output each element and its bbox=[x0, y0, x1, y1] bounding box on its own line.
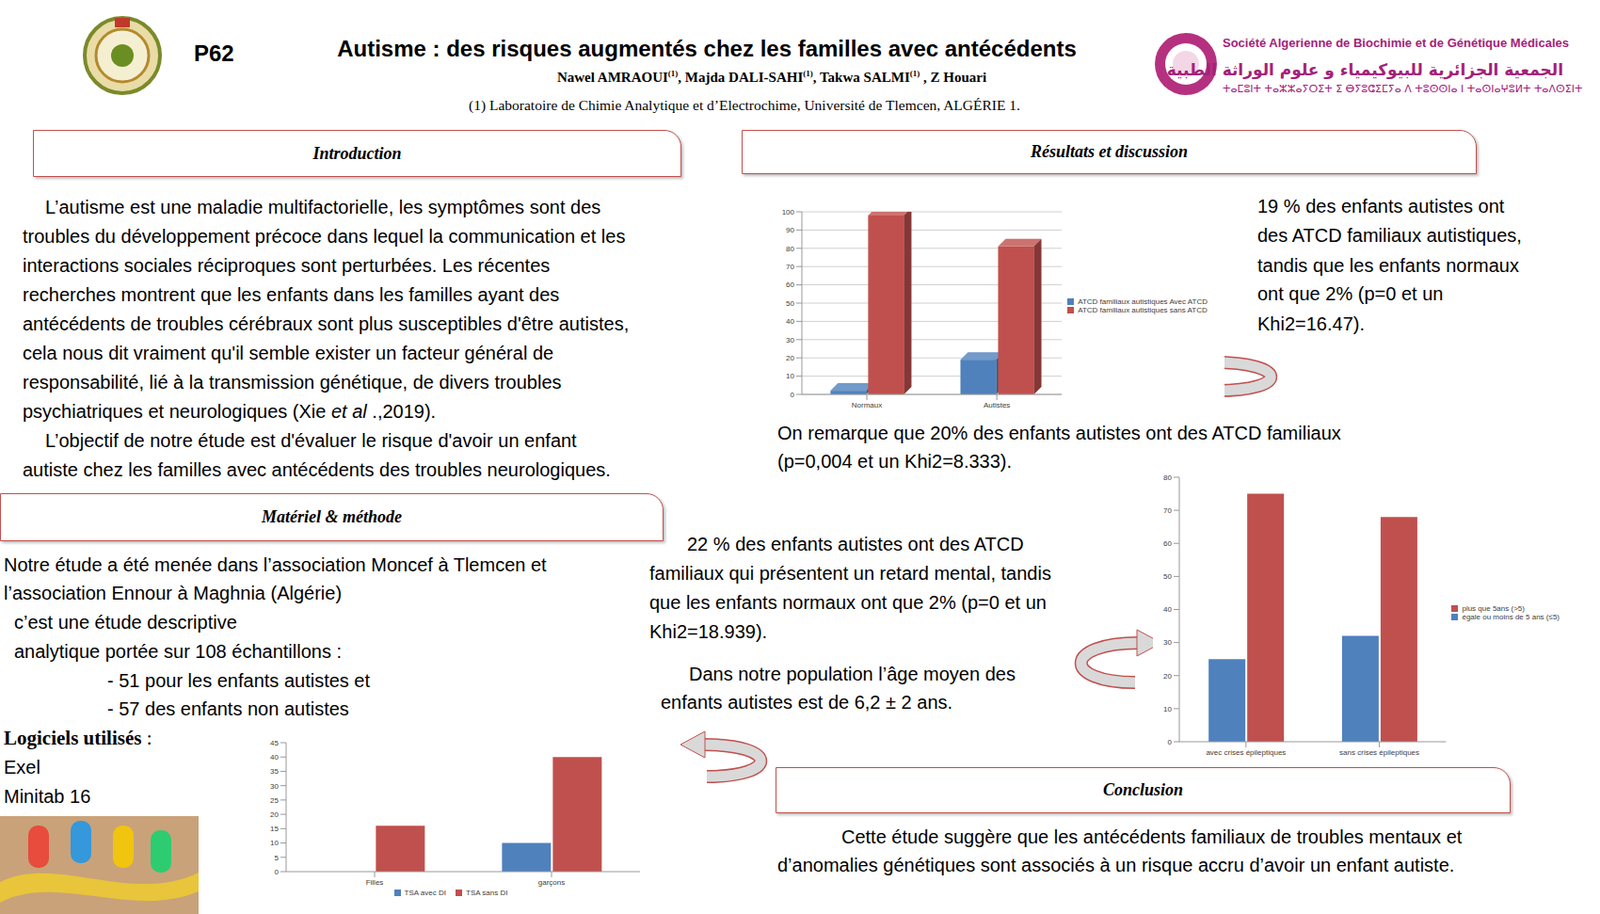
html-text:- 57 des enfants non autistes: - 57 des enfants non autistes bbox=[107, 698, 349, 720]
svg-text:70: 70 bbox=[1163, 506, 1172, 515]
html-text:autiste chez les familles avec: autiste chez les familles avec antécéden… bbox=[22, 459, 611, 480]
html-text:d’anomalies génétiques sont as: d’anomalies génétiques sont associés à u… bbox=[777, 854, 1455, 876]
svg-text:40: 40 bbox=[270, 752, 279, 762]
svg-text:20: 20 bbox=[785, 353, 795, 363]
svg-text:Normaux: Normaux bbox=[851, 400, 882, 410]
html-text:interactions sociales réciproq: interactions sociales réciproques sont p… bbox=[22, 255, 550, 276]
svg-text:15: 15 bbox=[270, 824, 279, 833]
svg-text:0: 0 bbox=[274, 867, 280, 877]
html-text:c’est une étude descriptive: c’est une étude descriptive bbox=[14, 611, 237, 633]
html-text:TSA sans DI: TSA sans DI bbox=[465, 888, 508, 897]
svg-text:0: 0 bbox=[790, 390, 796, 400]
svg-text:5: 5 bbox=[274, 853, 280, 863]
html-text:- 51 pour les enfants autistes: - 51 pour les enfants autistes et bbox=[107, 670, 370, 691]
svg-text:10: 10 bbox=[785, 371, 795, 381]
svg-text:80: 80 bbox=[1163, 473, 1172, 482]
html-text:Notre étude a été menée dans l: Notre étude a été menée dans l’associati… bbox=[3, 554, 547, 576]
svg-text:50: 50 bbox=[785, 299, 795, 308]
html-text:TSA avec DI: TSA avec DI bbox=[404, 888, 447, 897]
svg-text:60: 60 bbox=[785, 280, 795, 289]
svg-text:Autistes: Autistes bbox=[983, 400, 1010, 410]
html-text:recherches montrent que les en: recherches montrent que les enfants dans… bbox=[22, 284, 560, 305]
svg-text:40: 40 bbox=[1163, 605, 1172, 614]
html-text:familiaux qui présentent un re: familiaux qui présentent un retard menta… bbox=[649, 562, 1052, 584]
svg-text:40: 40 bbox=[785, 317, 795, 326]
svg-text:0: 0 bbox=[1168, 737, 1173, 747]
html-text:Khi2=18.939).: Khi2=18.939). bbox=[649, 621, 768, 642]
html-text:des ATCD familiaux autistiques: des ATCD familiaux autistiques, bbox=[1257, 224, 1522, 246]
html-text:Cette étude suggère que les an: Cette étude suggère que les antécédents … bbox=[841, 826, 1462, 848]
html-text:Exel: Exel bbox=[3, 756, 41, 778]
html-text:l’association Ennour à Maghnia: l’association Ennour à Maghnia (Algérie) bbox=[3, 582, 342, 604]
svg-text:garçons: garçons bbox=[538, 878, 565, 887]
html-text:L’autisme est une maladie mult: L’autisme est une maladie multifactoriel… bbox=[45, 196, 601, 218]
html-text:Nawel AMRAOUI(1), Majda DALI-S: Nawel AMRAOUI(1), Majda DALI-SAHI(1), Ta… bbox=[557, 68, 987, 85]
html-text:P62: P62 bbox=[193, 40, 235, 67]
html-text:responsabilité, lié à la trans: responsabilité, lié à la transmission gé… bbox=[22, 371, 562, 393]
html-text:Autisme : des risques augmenté: Autisme : des risques augmentés chez les… bbox=[337, 35, 1077, 62]
svg-text:30: 30 bbox=[1163, 638, 1172, 647]
svg-text:100: 100 bbox=[782, 208, 796, 217]
html-text:(p=0,004 et un Khi2=8.333).: (p=0,004 et un Khi2=8.333). bbox=[777, 450, 1012, 472]
svg-text:30: 30 bbox=[785, 336, 795, 345]
svg-text:sans crises épileptiques: sans crises épileptiques bbox=[1339, 748, 1420, 757]
html-text:Conclusion: Conclusion bbox=[1103, 780, 1184, 800]
html-text:Logiciels utilisés:: Logiciels utilisés: bbox=[3, 726, 152, 750]
html-text:antécédents de troubles cérébr: antécédents de troubles cérébraux sont p… bbox=[22, 313, 629, 335]
svg-text:35: 35 bbox=[270, 767, 279, 776]
html-text:ont que 2% (p=0 et un: ont que 2% (p=0 et un bbox=[1257, 283, 1444, 304]
svg-text:20: 20 bbox=[1163, 672, 1172, 681]
html-text:L’objectif de notre étude est: L’objectif de notre étude est d'évaluer … bbox=[45, 430, 577, 451]
svg-text:90: 90 bbox=[785, 225, 795, 235]
html-text:cela nous dit vraiment qu'il s: cela nous dit vraiment qu'il semble exis… bbox=[22, 342, 554, 364]
html-text:Minitab 16: Minitab 16 bbox=[3, 785, 91, 807]
svg-text:60: 60 bbox=[1163, 539, 1172, 548]
svg-text:Filles: Filles bbox=[366, 878, 384, 887]
html-text:19 % des enfants autistes ont: 19 % des enfants autistes ont bbox=[1257, 195, 1505, 217]
html-text:égale ou moins de 5 ans (≤5): égale ou moins de 5 ans (≤5) bbox=[1462, 612, 1560, 621]
html-text:psychiatriques et neurologique: psychiatriques et neurologiques (Xie et … bbox=[22, 400, 436, 422]
svg-text:10: 10 bbox=[1163, 704, 1172, 714]
html-text:ATCD familiaux autistiques Ave: ATCD familiaux autistiques Avec ATCD bbox=[1077, 297, 1208, 306]
html-text:Matériel & méthode: Matériel & méthode bbox=[261, 507, 402, 527]
svg-text:avec crises épileptiques: avec crises épileptiques bbox=[1205, 748, 1286, 757]
html-text:Dans notre population l’âge mo: Dans notre population l’âge moyen des bbox=[688, 663, 1016, 685]
html-text:ATCD familiaux autistiques san: ATCD familiaux autistiques sans ATCD bbox=[1077, 305, 1208, 315]
svg-text:20: 20 bbox=[270, 810, 279, 819]
html-text:Société Algerienne de Biochimi: Société Algerienne de Biochimie et de Gé… bbox=[1222, 35, 1569, 50]
svg-text:50: 50 bbox=[1163, 572, 1172, 581]
html-text:Introduction: Introduction bbox=[312, 143, 402, 163]
html-text:ⵜⴰⵎⵓⵏⵜ ⵜⴰⵣⵣⴰⵢⵔⵉⵜ ⵉ ⴱⵢⵓⵛⵉⵎⵢⴰ ⴷ: ⵜⴰⵎⵓⵏⵜ ⵜⴰⵣⵣⴰⵢⵔⵉⵜ ⵉ ⴱⵢⵓⵛⵉⵎⵢⴰ ⴷ ⵜⵓⵙⵙⵏⴰ ⵏ ⵜ… bbox=[1222, 82, 1583, 95]
svg-text:70: 70 bbox=[785, 262, 795, 272]
html-text:troubles du développement préc: troubles du développement précoce dans l… bbox=[22, 225, 626, 247]
html-text:Khi2=16.47).: Khi2=16.47). bbox=[1257, 313, 1365, 335]
html-text:22 % des enfants autistes ont: 22 % des enfants autistes ont des ATCD bbox=[687, 533, 1024, 555]
svg-text:30: 30 bbox=[270, 782, 279, 791]
svg-text:25: 25 bbox=[270, 796, 279, 805]
html-text:que les enfants normaux ont qu: que les enfants normaux ont que 2% (p=0 … bbox=[649, 592, 1047, 613]
html-text:tandis que les enfants normaux: tandis que les enfants normaux bbox=[1257, 255, 1520, 276]
svg-text:45: 45 bbox=[270, 738, 279, 748]
html-text:(1) Laboratoire de Chimie Anal: (1) Laboratoire de Chimie Analytique et … bbox=[468, 96, 1021, 113]
html-text:analytique portée sur 108 écha: analytique portée sur 108 échantillons : bbox=[14, 640, 342, 662]
html-text:Résultats et discussion: Résultats et discussion bbox=[1030, 142, 1188, 161]
html-text:الجمعية الجزائرية للبيوكيمياء: الجمعية الجزائرية للبيوكيمياء و علوم الو… bbox=[1166, 60, 1564, 79]
html-text:plus que 5ans (>5): plus que 5ans (>5) bbox=[1462, 603, 1525, 613]
svg-text:80: 80 bbox=[785, 244, 795, 254]
html-text:On remarque que 20% des enfant: On remarque que 20% des enfants autistes… bbox=[777, 422, 1341, 444]
svg-text:10: 10 bbox=[270, 838, 279, 848]
html-text:enfants autistes est de 6,2 ±: enfants autistes est de 6,2 ± 2 ans. bbox=[660, 691, 953, 713]
